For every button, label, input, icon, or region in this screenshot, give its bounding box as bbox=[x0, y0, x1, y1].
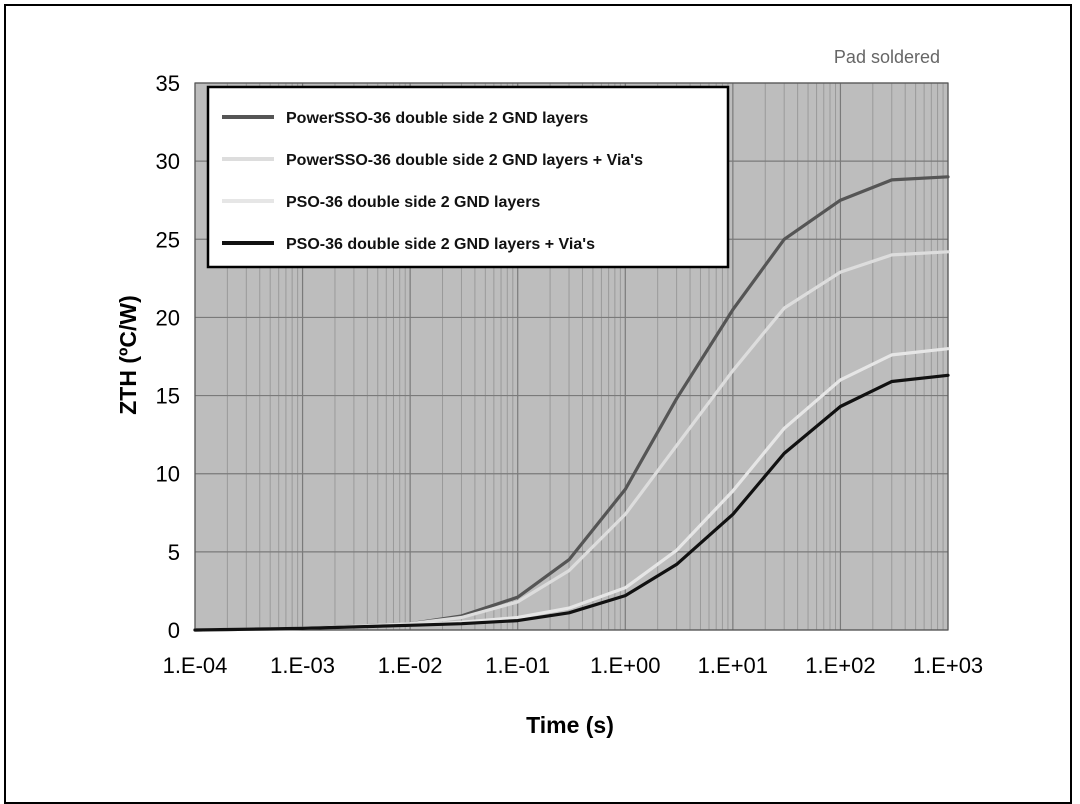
y-tick-label: 5 bbox=[168, 540, 180, 565]
annotation-pad-soldered: Pad soldered bbox=[834, 47, 940, 67]
x-tick-label: 1.E+01 bbox=[698, 653, 768, 678]
legend: PowerSSO-36 double side 2 GND layers Powe… bbox=[206, 85, 730, 269]
y-tick-labels: 0 5 10 15 20 25 30 35 bbox=[156, 71, 180, 643]
x-tick-label: 1.E-02 bbox=[378, 653, 443, 678]
legend-label-2: PowerSSO-36 double side 2 GND layers + V… bbox=[286, 152, 643, 169]
legend-label-4: PSO-36 double side 2 GND layers + Via's bbox=[286, 236, 595, 253]
legend-label-1: PowerSSO-36 double side 2 GND layers bbox=[286, 110, 588, 127]
y-tick-label: 30 bbox=[156, 149, 180, 174]
series-lines bbox=[193, 175, 950, 632]
plot-border bbox=[194, 82, 949, 631]
x-tick-label: 1.E+02 bbox=[805, 653, 875, 678]
y-tick-label: 10 bbox=[156, 462, 180, 487]
y-tick-label: 20 bbox=[156, 305, 180, 330]
legend-label-3: PSO-36 double side 2 GND layers bbox=[286, 194, 540, 211]
x-tick-label: 1.E-03 bbox=[270, 653, 335, 678]
y-tick-label: 0 bbox=[168, 618, 180, 643]
legend-box bbox=[206, 85, 730, 269]
x-tick-label: 1.E+03 bbox=[913, 653, 983, 678]
y-tick-label: 25 bbox=[156, 227, 180, 252]
x-tick-label: 1.E+00 bbox=[590, 653, 660, 678]
y-tick-label: 35 bbox=[156, 71, 180, 96]
x-tick-label: 1.E-01 bbox=[485, 653, 550, 678]
x-axis-title: Time (s) bbox=[526, 712, 614, 738]
x-tick-labels: 1.E-04 1.E-03 1.E-02 1.E-01 1.E+00 1.E+01 1.E+… bbox=[163, 653, 984, 678]
y-axis-title: ZTH (ºC/W) bbox=[115, 295, 141, 415]
series-line-4 bbox=[193, 373, 950, 632]
x-tick-label: 1.E-04 bbox=[163, 653, 228, 678]
zth-chart: 1.E-04 1.E-03 1.E-02 1.E-01 1.E+00 1.E+01 1.E+… bbox=[115, 47, 984, 738]
y-tick-label: 15 bbox=[156, 384, 180, 409]
